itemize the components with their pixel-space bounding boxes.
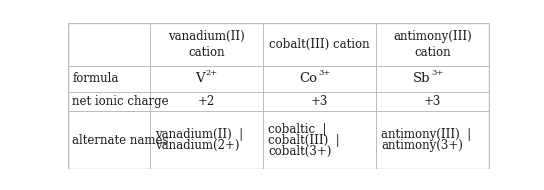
- Text: +3: +3: [311, 95, 329, 108]
- Text: cobalt(3+): cobalt(3+): [268, 145, 332, 158]
- Text: vanadium(2+): vanadium(2+): [155, 139, 240, 152]
- Text: V: V: [195, 72, 205, 85]
- Text: vanadium(II)  |: vanadium(II) |: [155, 128, 243, 141]
- Text: cobaltic  |: cobaltic |: [268, 123, 327, 136]
- Text: antimony(3+): antimony(3+): [381, 139, 463, 152]
- Text: 2+: 2+: [205, 69, 217, 77]
- Text: formula: formula: [72, 72, 119, 85]
- Text: Co: Co: [300, 72, 318, 85]
- Text: +3: +3: [424, 95, 441, 108]
- Text: Sb: Sb: [413, 72, 431, 85]
- Text: 3+: 3+: [431, 69, 443, 77]
- Text: 3+: 3+: [318, 69, 330, 77]
- Text: antimony(III)  |: antimony(III) |: [381, 128, 471, 141]
- Text: vanadium(II)
cation: vanadium(II) cation: [168, 30, 245, 59]
- Text: cobalt(III)  |: cobalt(III) |: [268, 134, 340, 147]
- Text: net ionic charge: net ionic charge: [72, 95, 169, 108]
- Text: alternate names: alternate names: [72, 134, 169, 147]
- Text: cobalt(III) cation: cobalt(III) cation: [269, 38, 370, 51]
- Text: +2: +2: [198, 95, 215, 108]
- Text: antimony(III)
cation: antimony(III) cation: [393, 30, 472, 59]
